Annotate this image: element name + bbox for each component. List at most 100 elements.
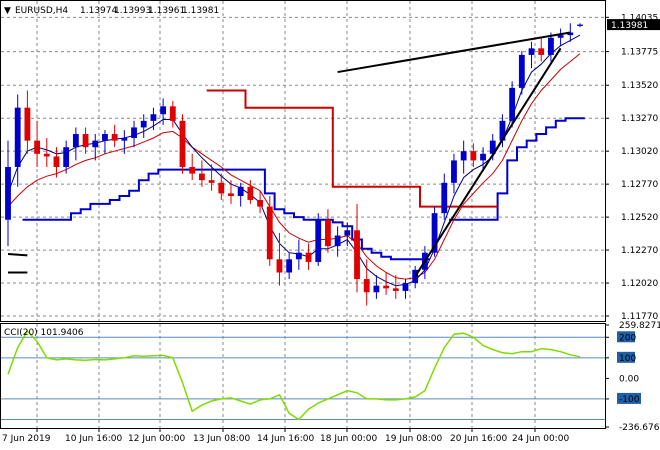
cci-header: CCI(20) 101.9406 <box>4 328 84 338</box>
trendline-layer <box>7 31 571 277</box>
candle-body-bear <box>392 288 399 291</box>
candle-body-bear <box>305 252 312 262</box>
candle-body-bear <box>198 173 205 181</box>
current-price-label: 1.13981 <box>611 21 648 31</box>
candle-body-bull <box>402 283 409 291</box>
channel-low-line <box>449 117 585 221</box>
candle-layer <box>5 23 583 306</box>
candle-body-bear <box>208 180 215 183</box>
candle-body-bear <box>538 48 545 55</box>
current-price-badge: 1.13981 <box>607 19 660 31</box>
cci-tick-label: 0.00 <box>619 374 639 384</box>
candle-body-bull <box>431 213 438 253</box>
time-tick-label: 12 Jun 00:00 <box>128 434 185 444</box>
candle-body-bear <box>24 107 31 141</box>
candle-body-bear <box>43 153 50 157</box>
chart-menu-icon[interactable]: ▼ <box>4 6 11 16</box>
channel-low-line <box>22 168 430 261</box>
candle-body-bear <box>383 285 390 289</box>
candle-body-bull <box>480 153 486 161</box>
candle-body-bull <box>334 235 341 247</box>
candle-body-bull <box>5 167 11 220</box>
trendline <box>414 47 562 277</box>
time-tick-label: 24 Jun 00:00 <box>512 434 569 444</box>
candle-body-bear <box>470 151 477 161</box>
ma-slow-line <box>7 53 581 280</box>
candle-body-bear <box>169 106 176 121</box>
candle-body-bear <box>111 134 118 141</box>
candle-body-bull <box>489 140 496 154</box>
symbol-label: EURUSD,H4 <box>15 6 68 16</box>
candle-body-bear <box>34 140 40 154</box>
time-tick-label: 20 Jun 16:00 <box>450 434 507 444</box>
candle-body-bull <box>160 106 167 115</box>
candle-body-bear <box>257 199 263 207</box>
candle-body-bull <box>441 182 448 214</box>
time-tick-label: 7 Jun 2019 <box>2 434 51 444</box>
cci-tick-label: 200 <box>619 333 636 343</box>
price-tick-label: 1.12770 <box>621 180 658 190</box>
candle-body-bull <box>140 120 147 128</box>
candle-body-bull <box>92 140 99 148</box>
candle-body-bear <box>363 279 370 293</box>
candle-body-bear <box>82 134 89 148</box>
time-tick-label: 10 Jun 16:00 <box>65 434 122 444</box>
price-tick-label: 1.12520 <box>621 213 658 223</box>
candle-body-bear <box>53 156 60 167</box>
candle-body-bear <box>354 230 360 280</box>
ma-fast-line <box>7 34 581 287</box>
time-tick-label: 14 Jun 16:00 <box>257 434 314 444</box>
price-tick-label: 1.13020 <box>621 147 658 157</box>
candle-body-bull <box>509 87 516 121</box>
time-tick-label: 13 Jun 08:00 <box>193 434 250 444</box>
cci-level-box <box>617 392 641 404</box>
candle-body-bull <box>14 107 21 167</box>
candle-body-bull <box>63 147 70 167</box>
cci-layer <box>7 329 581 421</box>
candle-body-bull <box>518 54 525 88</box>
price-tick-label: 1.12020 <box>621 279 658 289</box>
price-tick-label: 1.14035 <box>621 13 658 23</box>
time-tick-label: 18 Jun 00:00 <box>320 434 377 444</box>
price-tick-label: 1.11770 <box>621 312 658 322</box>
trendline <box>337 31 571 74</box>
cci-level-box <box>617 351 635 363</box>
candle-body-bear <box>218 182 225 194</box>
time-tick-label: 19 Jun 08:00 <box>385 434 442 444</box>
candle-body-bear <box>228 193 234 197</box>
main-chart-frame <box>0 0 606 322</box>
candle-body-bull <box>499 120 506 141</box>
candle-body-bull <box>237 186 244 197</box>
candle-body-bear <box>325 219 331 247</box>
cci-panel-frame <box>0 323 606 429</box>
candle-body-bull <box>557 35 564 38</box>
candle-body-bull <box>344 230 351 236</box>
candle-body-bull <box>102 134 108 141</box>
price-tick-label: 1.13775 <box>621 48 658 58</box>
price-tick-label: 1.12270 <box>621 246 658 256</box>
ohlc-open: 1.13974 <box>80 6 117 16</box>
cci-tick-label: 100 <box>619 354 636 364</box>
candle-body-bull <box>451 160 457 183</box>
candle-body-bear <box>266 206 273 260</box>
candle-body-bull <box>315 219 322 262</box>
candle-body-bull <box>295 252 302 260</box>
candle-body-bull <box>548 37 554 55</box>
candle-body-bear <box>247 186 254 200</box>
candle-body-bull <box>460 151 467 161</box>
candle-body-bull <box>72 134 79 148</box>
cci-tick-label: -236.6768 <box>619 423 660 433</box>
candle-body-bull <box>131 127 137 138</box>
candle-body-bull <box>150 114 157 121</box>
candle-body-bull <box>373 285 380 293</box>
cci-axis: 259.8271 200 100 0.00 -100 -236.6768 <box>605 321 660 433</box>
candle-body-bear <box>189 167 196 174</box>
candle-body-bull <box>567 32 574 36</box>
ohlc-high: 1.13993 <box>114 6 151 16</box>
cci-line <box>7 329 581 421</box>
price-tick-label: 1.13520 <box>621 81 658 91</box>
candle-body-bull <box>286 259 293 273</box>
cci-level-box <box>617 331 635 343</box>
candle-body-bull <box>528 48 535 55</box>
